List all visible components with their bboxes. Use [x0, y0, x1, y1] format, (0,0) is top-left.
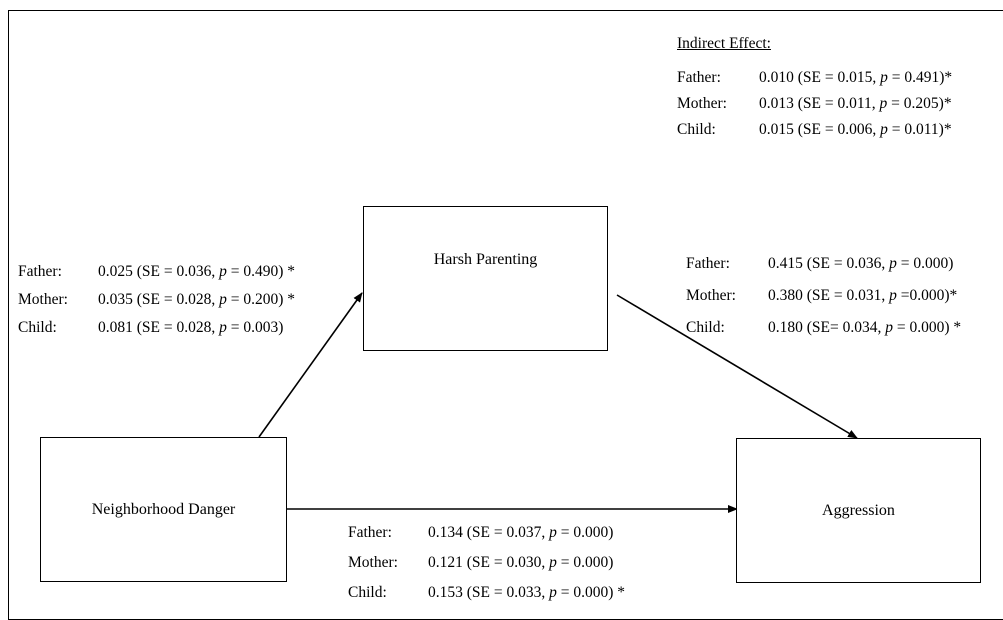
- path-c-father-label: Father:: [348, 524, 392, 541]
- path-c-father-value: 0.134 (SE = 0.037, p = 0.000): [428, 524, 614, 541]
- arrow-danger-to-parenting: [258, 292, 363, 438]
- path-a-child-value: 0.081 (SE = 0.028, p = 0.003): [98, 319, 284, 336]
- predictor-box: Neighborhood Danger: [40, 437, 287, 582]
- indirect-effect-title: Indirect Effect:: [677, 35, 771, 52]
- path-b-mother-label: Mother:: [686, 287, 736, 304]
- indirect-father-label: Father:: [677, 69, 721, 86]
- indirect-mother-value: 0.013 (SE = 0.011, p = 0.205)*: [759, 95, 952, 112]
- arrow-parenting-to-aggression: [616, 294, 858, 439]
- path-a-father-label: Father:: [18, 263, 62, 280]
- outcome-box: Aggression: [736, 438, 981, 583]
- path-b-mother-value: 0.380 (SE = 0.031, p =0.000)*: [768, 287, 958, 304]
- path-c-child-label: Child:: [348, 584, 387, 601]
- path-a-mother-value: 0.035 (SE = 0.028, p = 0.200) *: [98, 291, 296, 308]
- path-b-father-value: 0.415 (SE = 0.036, p = 0.000): [768, 255, 954, 272]
- path-b-child-label: Child:: [686, 319, 725, 336]
- path-c-mother-value: 0.121 (SE = 0.030, p = 0.000): [428, 554, 614, 571]
- path-b-father-label: Father:: [686, 255, 730, 272]
- indirect-mother-label: Mother:: [677, 95, 727, 112]
- indirect-child-value: 0.015 (SE = 0.006, p = 0.011)*: [759, 121, 952, 138]
- path-a-father-value: 0.025 (SE = 0.036, p = 0.490) *: [98, 263, 296, 280]
- predictor-label: Neighborhood Danger: [91, 500, 236, 518]
- path-b-child-value: 0.180 (SE= 0.034, p = 0.000) *: [768, 319, 962, 336]
- path-c-mother-label: Mother:: [348, 554, 398, 571]
- outcome-label: Aggression: [822, 501, 895, 519]
- indirect-father-value: 0.010 (SE = 0.015, p = 0.491)*: [759, 69, 953, 86]
- path-a-child-label: Child:: [18, 319, 57, 336]
- path-a-mother-label: Mother:: [18, 291, 68, 308]
- mediator-box: Harsh Parenting: [363, 206, 608, 351]
- path-c-child-value: 0.153 (SE = 0.033, p = 0.000) *: [428, 584, 626, 601]
- mediator-label: Harsh Parenting: [433, 250, 538, 268]
- indirect-child-label: Child:: [677, 121, 716, 138]
